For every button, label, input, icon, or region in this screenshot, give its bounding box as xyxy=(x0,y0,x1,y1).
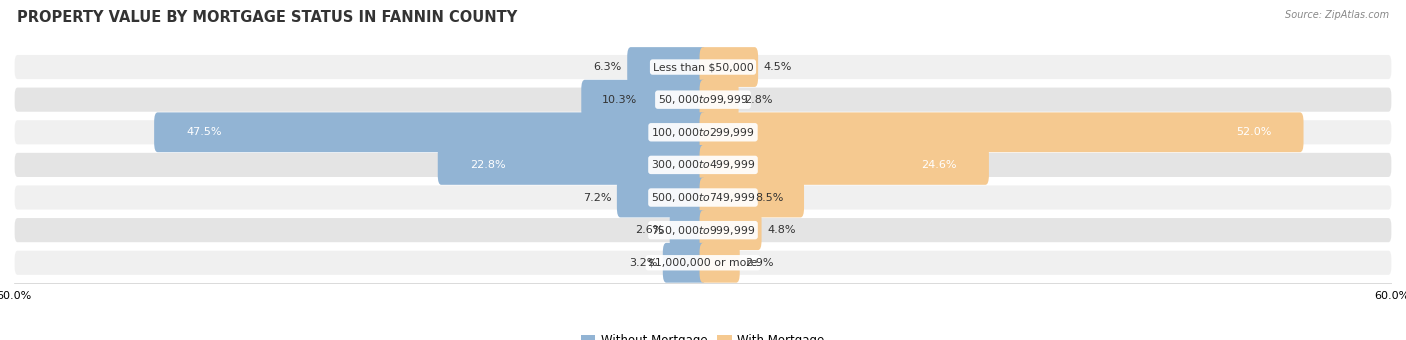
FancyBboxPatch shape xyxy=(662,243,706,283)
Text: 8.5%: 8.5% xyxy=(755,192,783,203)
Text: 7.2%: 7.2% xyxy=(582,192,612,203)
Text: Source: ZipAtlas.com: Source: ZipAtlas.com xyxy=(1285,10,1389,20)
FancyBboxPatch shape xyxy=(581,80,706,120)
FancyBboxPatch shape xyxy=(700,113,1303,152)
FancyBboxPatch shape xyxy=(437,145,706,185)
FancyBboxPatch shape xyxy=(700,80,738,120)
Text: $500,000 to $749,999: $500,000 to $749,999 xyxy=(651,191,755,204)
FancyBboxPatch shape xyxy=(14,120,1392,144)
FancyBboxPatch shape xyxy=(14,185,1392,209)
FancyBboxPatch shape xyxy=(14,153,1392,177)
Text: 47.5%: 47.5% xyxy=(186,127,222,137)
Text: 4.8%: 4.8% xyxy=(768,225,796,235)
FancyBboxPatch shape xyxy=(617,177,706,217)
Text: 2.6%: 2.6% xyxy=(636,225,664,235)
Text: 4.5%: 4.5% xyxy=(763,62,792,72)
FancyBboxPatch shape xyxy=(700,210,762,250)
Text: 3.2%: 3.2% xyxy=(628,258,657,268)
Legend: Without Mortgage, With Mortgage: Without Mortgage, With Mortgage xyxy=(576,330,830,340)
Text: 24.6%: 24.6% xyxy=(921,160,956,170)
FancyBboxPatch shape xyxy=(700,243,740,283)
FancyBboxPatch shape xyxy=(14,218,1392,242)
FancyBboxPatch shape xyxy=(14,251,1392,275)
Text: $300,000 to $499,999: $300,000 to $499,999 xyxy=(651,158,755,171)
FancyBboxPatch shape xyxy=(669,210,706,250)
Text: 2.8%: 2.8% xyxy=(744,95,773,105)
Text: 52.0%: 52.0% xyxy=(1236,127,1271,137)
Text: Less than $50,000: Less than $50,000 xyxy=(652,62,754,72)
Text: $50,000 to $99,999: $50,000 to $99,999 xyxy=(658,93,748,106)
Text: 6.3%: 6.3% xyxy=(593,62,621,72)
FancyBboxPatch shape xyxy=(14,55,1392,79)
Text: $100,000 to $299,999: $100,000 to $299,999 xyxy=(651,126,755,139)
Text: PROPERTY VALUE BY MORTGAGE STATUS IN FANNIN COUNTY: PROPERTY VALUE BY MORTGAGE STATUS IN FAN… xyxy=(17,10,517,25)
Text: 2.9%: 2.9% xyxy=(745,258,773,268)
FancyBboxPatch shape xyxy=(700,145,988,185)
Text: 10.3%: 10.3% xyxy=(602,95,637,105)
Text: $750,000 to $999,999: $750,000 to $999,999 xyxy=(651,224,755,237)
FancyBboxPatch shape xyxy=(700,177,804,217)
FancyBboxPatch shape xyxy=(14,88,1392,112)
Text: 22.8%: 22.8% xyxy=(470,160,506,170)
FancyBboxPatch shape xyxy=(155,113,706,152)
Text: $1,000,000 or more: $1,000,000 or more xyxy=(648,258,758,268)
FancyBboxPatch shape xyxy=(627,47,706,87)
FancyBboxPatch shape xyxy=(700,47,758,87)
